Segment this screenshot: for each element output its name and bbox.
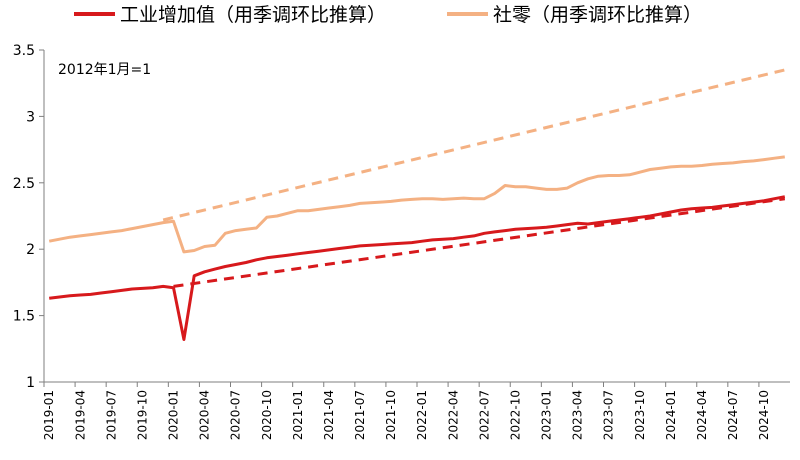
y-tick-label: 1.5 xyxy=(13,309,35,325)
x-tick-label: 2020-07 xyxy=(229,390,243,440)
series-line xyxy=(49,195,786,341)
x-tick-label: 2021-07 xyxy=(353,390,367,440)
x-tick-label: 2022-07 xyxy=(477,390,491,440)
x-tick-label: 2021-10 xyxy=(384,390,398,440)
x-tick-label: 2022-01 xyxy=(415,390,429,440)
x-tick-label: 2019-10 xyxy=(135,390,149,440)
x-tick-label: 2020-04 xyxy=(198,390,212,440)
legend: 工业增加值（用季调环比推算） 社零（用季调环比推算） xyxy=(74,4,702,26)
x-tick-label: 2019-04 xyxy=(73,390,87,440)
x-tick-label: 2019-07 xyxy=(104,390,118,440)
x-tick-label: 2024-10 xyxy=(757,390,771,440)
x-tick-label: 2024-07 xyxy=(726,390,740,440)
x-tick-label: 2024-04 xyxy=(695,390,709,440)
y-tick-label: 3.5 xyxy=(13,43,35,59)
x-tick-label: 2020-01 xyxy=(167,390,181,440)
base-period-note: 2012年1月=1 xyxy=(58,62,151,78)
y-tick-label: 1 xyxy=(26,375,35,391)
trend-line xyxy=(173,197,786,288)
x-tick-label: 2022-10 xyxy=(508,390,522,440)
y-tick-label: 2.5 xyxy=(13,176,35,192)
x-tick-label: 2023-07 xyxy=(602,390,616,440)
x-tick-label: 2021-04 xyxy=(322,390,336,440)
x-tick-label: 2022-04 xyxy=(446,390,460,440)
series-line xyxy=(48,155,785,254)
y-tick-label: 2 xyxy=(26,242,35,258)
x-tick-label: 2024-01 xyxy=(664,390,678,440)
trend-line xyxy=(162,68,786,222)
x-tick-label: 2020-10 xyxy=(260,390,274,440)
x-tick-label: 2023-10 xyxy=(633,390,647,440)
y-axis-ticks: 1 1.5 2 2.5 3 3.5 xyxy=(13,43,44,391)
y-tick-label: 3 xyxy=(26,109,35,125)
legend-label-retail: 社零（用季调环比推算） xyxy=(493,4,702,26)
x-tick-label: 2021-01 xyxy=(291,390,305,440)
trend-lines xyxy=(162,68,786,288)
x-tick-label: 2023-04 xyxy=(571,390,585,440)
x-tick-label: 2023-01 xyxy=(540,390,554,440)
x-axis-ticks: 2019-01 2019-04 2019-07 2019-10 2020-01 2020-… xyxy=(42,382,771,440)
x-tick-label: 2019-01 xyxy=(42,390,56,440)
series-lines xyxy=(48,155,786,341)
legend-label-industrial: 工业增加值（用季调环比推算） xyxy=(120,4,386,26)
